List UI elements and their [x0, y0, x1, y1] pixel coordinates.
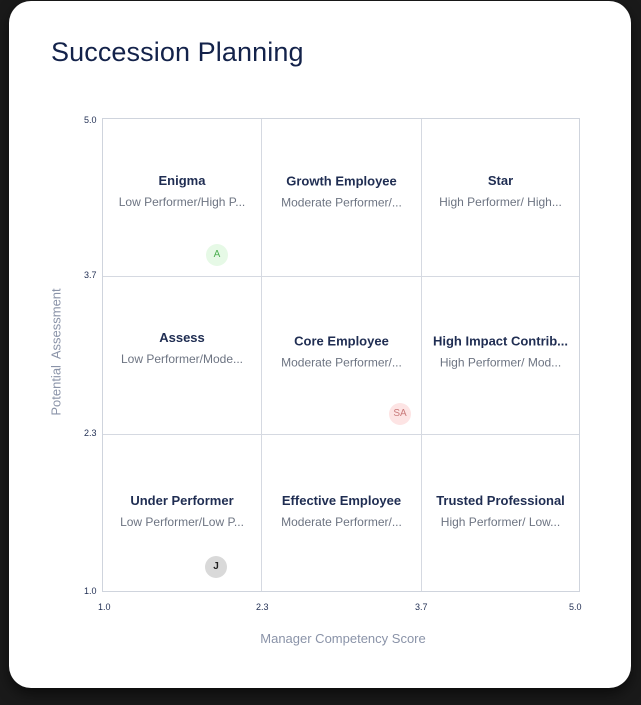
nine-box-grid: Enigma Low Performer/High P... A Growth …	[102, 118, 580, 592]
x-tick-3-7: 3.7	[415, 602, 428, 612]
y-axis-label: Potential Assessment	[48, 288, 64, 416]
y-tick-5-0: 5.0	[84, 115, 97, 125]
avatar-j[interactable]: J	[205, 556, 227, 578]
cell-assess[interactable]: Assess Low Performer/Mode...	[103, 277, 262, 435]
cell-trusted-professional[interactable]: Trusted Professional High Performer/ Low…	[422, 435, 579, 591]
avatar-sa[interactable]: SA	[389, 403, 411, 425]
x-axis-label: Manager Competency Score	[260, 631, 426, 646]
cell-core-employee[interactable]: Core Employee Moderate Performer/... SA	[262, 277, 422, 435]
x-tick-2-3: 2.3	[256, 602, 269, 612]
cell-under-performer[interactable]: Under Performer Low Performer/Low P... J	[103, 435, 262, 591]
cell-subtitle: Low Performer/Mode...	[120, 351, 244, 366]
succession-planning-card: Succession Planning	[9, 1, 631, 688]
cell-title: Assess	[159, 329, 205, 345]
cell-subtitle: Low Performer/Low P...	[120, 515, 244, 530]
cell-high-impact-contributor[interactable]: High Impact Contrib... High Performer/ M…	[422, 277, 579, 435]
cell-growth-employee[interactable]: Growth Employee Moderate Performer/...	[262, 119, 422, 277]
y-tick-1-0: 1.0	[84, 586, 97, 596]
page-title: Succession Planning	[51, 37, 304, 67]
y-tick-3-7: 3.7	[84, 270, 97, 280]
cell-subtitle: High Performer/ Low...	[440, 515, 561, 530]
cell-subtitle: Low Performer/High P...	[118, 194, 246, 209]
cell-title: Trusted Professional	[436, 493, 565, 509]
cell-subtitle: High Performer/ High...	[439, 194, 562, 209]
cell-title: Growth Employee	[286, 173, 397, 189]
x-tick-1-0: 1.0	[98, 602, 111, 612]
cell-subtitle: Moderate Performer/...	[281, 515, 402, 530]
cell-star[interactable]: Star High Performer/ High...	[422, 119, 579, 277]
cell-subtitle: Moderate Performer/...	[281, 195, 402, 210]
y-tick-2-3: 2.3	[84, 428, 97, 438]
x-tick-5-0: 5.0	[569, 602, 582, 612]
cell-title: Enigma	[158, 172, 206, 188]
cell-title: Star	[487, 172, 514, 188]
cell-title: Core Employee	[294, 333, 389, 349]
cell-subtitle: Moderate Performer/...	[281, 355, 402, 370]
cell-effective-employee[interactable]: Effective Employee Moderate Performer/..…	[262, 435, 422, 591]
cell-enigma[interactable]: Enigma Low Performer/High P... A	[103, 119, 262, 277]
cell-title: Effective Employee	[281, 493, 402, 509]
avatar-a[interactable]: A	[206, 244, 228, 266]
cell-title: High Impact Contrib...	[432, 333, 569, 349]
cell-title: Under Performer	[130, 493, 234, 509]
cell-subtitle: High Performer/ Mod...	[439, 355, 562, 370]
